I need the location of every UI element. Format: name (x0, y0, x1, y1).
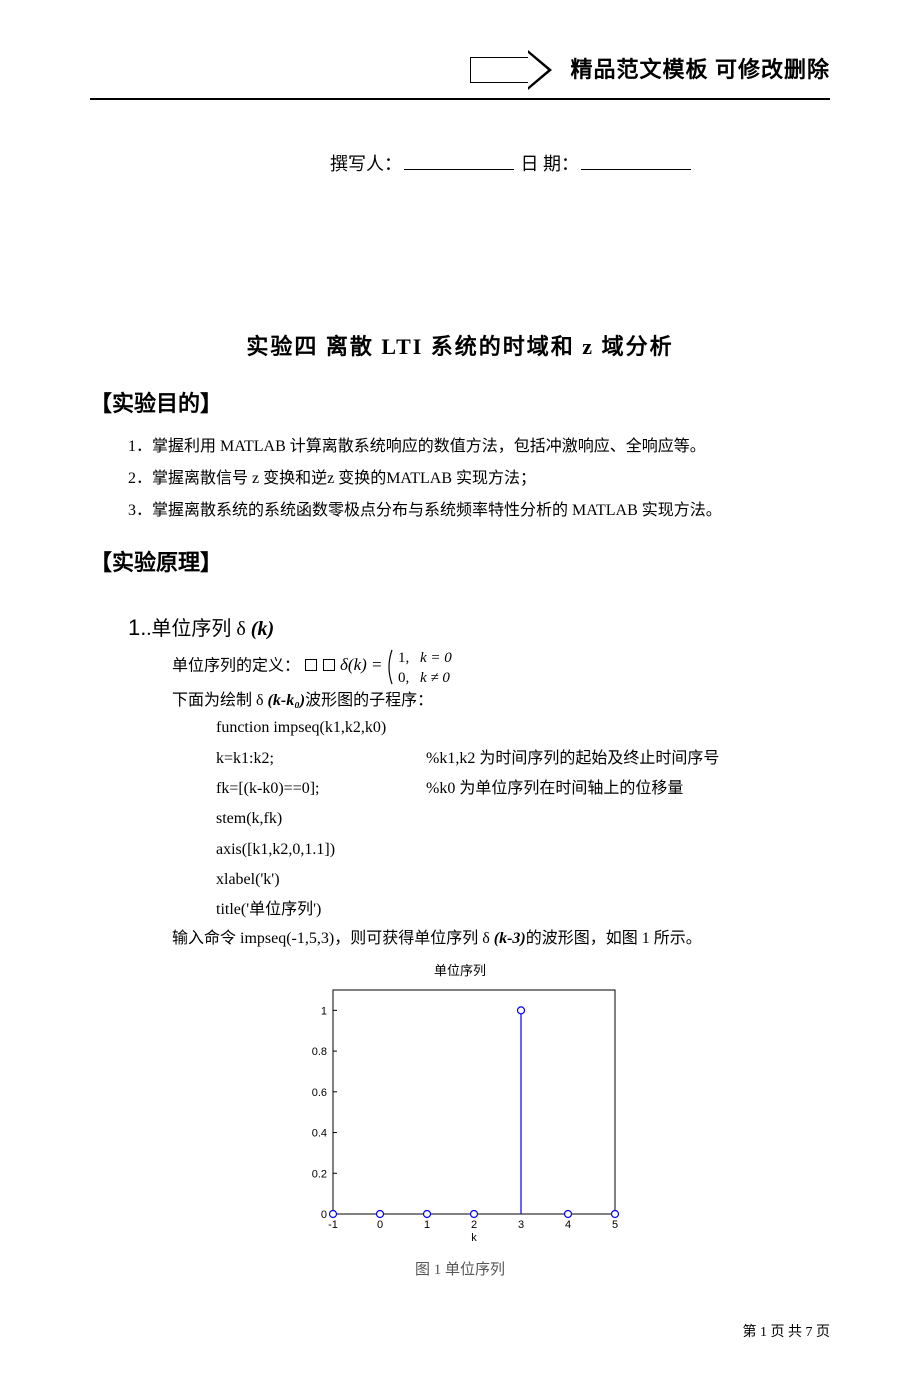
svg-text:2: 2 (471, 1219, 477, 1231)
author-blank[interactable] (404, 152, 514, 170)
svg-text:-1: -1 (328, 1219, 338, 1231)
svg-text:1: 1 (321, 1006, 327, 1018)
item1-title: 1..单位序列 δ (k) (128, 610, 830, 645)
objective-item-1: 1．掌握利用 MATLAB 计算离散系统响应的数值方法，包括冲激响应、全响应等。 (128, 431, 830, 463)
svg-text:0.4: 0.4 (312, 1128, 327, 1140)
code-line: title('单位序列') (216, 895, 830, 925)
header-divider (90, 98, 830, 100)
svg-text:0,: 0, (398, 670, 409, 686)
code-block: function impseq(k1,k2,k0)k=k1:k2;%k1,k2 … (216, 713, 830, 926)
svg-text:4: 4 (565, 1219, 571, 1231)
section-principle-heading: 【实验原理】 (90, 545, 830, 580)
stem-chart: 00.20.40.60.81-1012345k (295, 984, 625, 1244)
section-objective-heading: 【实验目的】 (90, 386, 830, 421)
svg-text:1,: 1, (398, 650, 409, 666)
svg-text:k = 0: k = 0 (420, 650, 452, 666)
chart-caption: 图 1 单位序列 (280, 1258, 640, 1282)
svg-text:k: k (471, 1232, 477, 1244)
item1-after-code: 输入命令 impseq(-1,5,3)，则可获得单位序列 δ (k-3)的波形图… (172, 926, 830, 952)
code-line: axis([k1,k2,0,1.1]) (216, 835, 830, 865)
svg-text:1: 1 (424, 1219, 430, 1231)
code-line: xlabel('k') (216, 865, 830, 895)
item1-definition: 单位序列的定义： δ(k) = 1, k = 0 0, k ≠ 0 (172, 646, 830, 688)
meta-row: 撰写人： 日 期： (330, 150, 830, 179)
code-line: fk=[(k-k0)==0];%k0 为单位序列在时间轴上的位移量 (216, 774, 830, 804)
delta-formula: δ(k) = 1, k = 0 0, k ≠ 0 (340, 646, 490, 688)
date-label: 日 期： (521, 154, 580, 174)
svg-text:0.6: 0.6 (312, 1087, 327, 1099)
svg-text:0: 0 (321, 1209, 327, 1221)
author-label: 撰写人： (330, 154, 402, 174)
svg-text:0.2: 0.2 (312, 1169, 327, 1181)
svg-text:k ≠ 0: k ≠ 0 (420, 670, 450, 686)
item1-plot-intro: 下面为绘制 δ (k-k₀)波形图的子程序： (172, 688, 830, 714)
svg-text:0.8: 0.8 (312, 1046, 327, 1058)
objective-item-3: 3．掌握离散系统的系统函数零极点分布与系统频率特性分析的 MATLAB 实现方法… (128, 495, 830, 527)
date-blank[interactable] (581, 152, 691, 170)
objective-item-2: 2．掌握离散信号 z 变换和逆z 变换的MATLAB 实现方法； (128, 463, 830, 495)
svg-text:3: 3 (518, 1219, 524, 1231)
header-banner: 精品范文模板 可修改删除 (570, 52, 830, 87)
chart-title: 单位序列 (280, 961, 640, 982)
code-line: stem(k,fk) (216, 804, 830, 834)
arrow-decoration (470, 50, 552, 90)
code-line: function impseq(k1,k2,k0) (216, 713, 830, 743)
principle-item-1: 1..单位序列 δ (k) 单位序列的定义： δ(k) = 1, k = 0 0… (128, 610, 830, 951)
page-header: 精品范文模板 可修改删除 (90, 50, 830, 90)
page-footer: 第 1 页 共 7 页 (90, 1322, 830, 1344)
svg-text:0: 0 (377, 1219, 383, 1231)
svg-text:δ(k) =: δ(k) = (340, 655, 383, 674)
code-line: k=k1:k2;%k1,k2 为时间序列的起始及终止时间序号 (216, 744, 830, 774)
document-title: 实验四 离散 LTI 系统的时域和 z 域分析 (90, 329, 830, 364)
figure-1: 单位序列 00.20.40.60.81-1012345k 图 1 单位序列 (280, 961, 640, 1282)
svg-text:5: 5 (612, 1219, 618, 1231)
